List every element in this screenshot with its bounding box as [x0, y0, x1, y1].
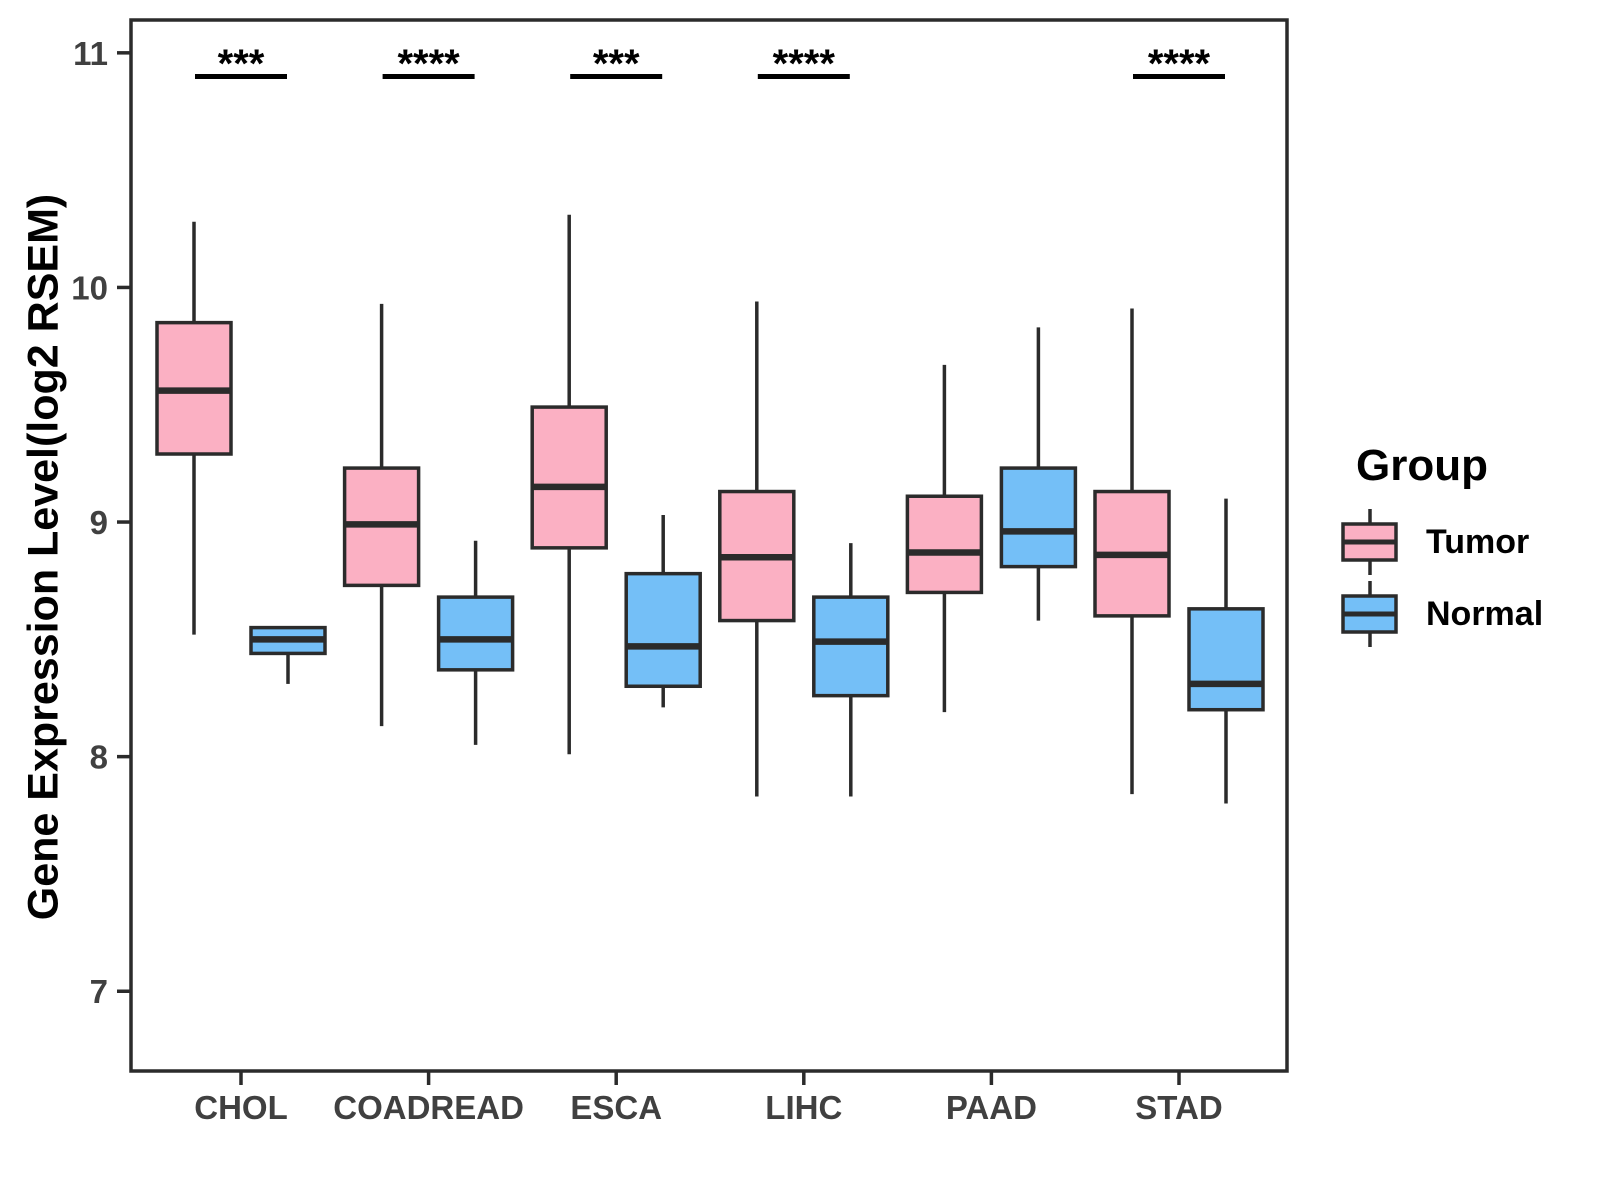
x-tick-label-COADREAD: COADREAD — [333, 1089, 524, 1126]
sig-stars-COADREAD: **** — [397, 42, 460, 86]
legend-title: Group — [1356, 441, 1488, 490]
y-tick-label-9: 9 — [90, 504, 108, 541]
sig-stars-CHOL: *** — [218, 42, 265, 86]
y-axis-title: Gene Expression Level(log2 RSEM) — [19, 193, 68, 921]
legend-label-normal: Normal — [1426, 594, 1544, 633]
legend-item-tumor: Tumor — [1338, 506, 1543, 578]
sig-stars-ESCA: *** — [593, 42, 640, 86]
box-tumor-ESCA — [530, 405, 608, 550]
legend-item-normal: Normal — [1338, 578, 1543, 650]
tumor-boxplot-key-icon — [1341, 509, 1398, 575]
plot-panel-border — [129, 18, 1289, 1073]
y-tick-label-7: 7 — [90, 973, 108, 1010]
box-normal-LIHC — [812, 595, 890, 698]
box-normal-PAAD — [999, 466, 1078, 569]
y-tick-label-10: 10 — [71, 269, 108, 306]
sig-stars-STAD: **** — [1148, 42, 1211, 86]
legend-label-tumor: Tumor — [1426, 522, 1530, 561]
box-normal-STAD — [1187, 607, 1265, 712]
box-normal-ESCA — [624, 571, 702, 689]
legend: Group Tumor Normal — [1338, 440, 1543, 650]
x-tick-label-CHOL: CHOL — [194, 1089, 288, 1126]
x-tick-label-ESCA: ESCA — [570, 1089, 662, 1126]
box-tumor-PAAD — [905, 494, 984, 595]
x-tick-label-LIHC: LIHC — [765, 1089, 842, 1126]
normal-boxplot-key-icon — [1341, 581, 1398, 647]
y-tick-label-8: 8 — [90, 739, 108, 776]
x-tick-label-STAD: STAD — [1135, 1089, 1222, 1126]
box-normal-COADREAD — [436, 595, 515, 672]
sig-stars-LIHC: **** — [773, 42, 836, 86]
x-tick-label-PAAD: PAAD — [946, 1089, 1037, 1126]
y-tick-label-11: 11 — [73, 35, 108, 72]
